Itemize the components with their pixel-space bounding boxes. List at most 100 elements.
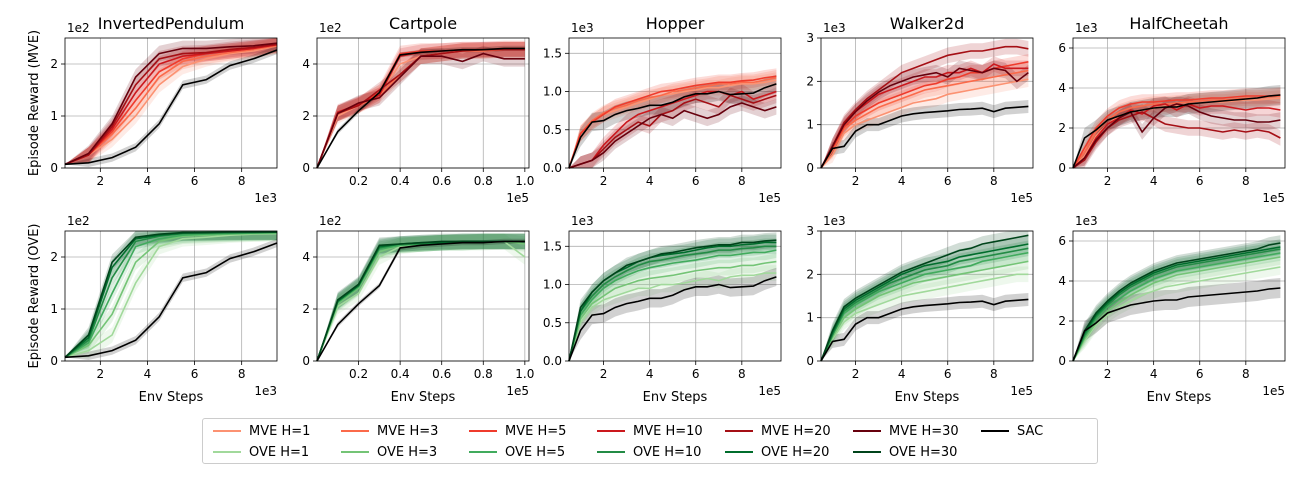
halfcheetah-ove-band-sac — [1073, 278, 1281, 361]
y-tick-label: 1.0 — [543, 85, 562, 99]
invertedpendulum-ove-band-h0 — [65, 231, 277, 359]
legend-label: OVE H=30 — [889, 444, 958, 460]
hopper-ove-band-h1 — [569, 253, 777, 361]
hopper-ove-band-h2 — [569, 242, 777, 361]
legend-item: MVE H=5 — [469, 422, 566, 440]
x-tick-label: 2 — [852, 174, 860, 188]
y-tick-label: 0 — [302, 354, 310, 368]
halfcheetah-mve-line-mve-h-10 — [1072, 103, 1281, 169]
invertedpendulum-ove-band-h4 — [65, 231, 277, 358]
legend-label: OVE H=20 — [761, 444, 830, 460]
hopper-mve-band-sac — [569, 74, 777, 168]
x-tick-label: 1.0 — [515, 174, 534, 188]
x-tick-label: 0.4 — [391, 174, 410, 188]
y-tick-label: 0.0 — [543, 161, 562, 175]
walker2d-mve-band-sac — [821, 99, 1029, 168]
legend-swatch — [597, 430, 625, 432]
legend-swatch — [853, 451, 881, 453]
legend-swatch — [853, 430, 881, 432]
invertedpendulum-ove-line-sac — [64, 242, 278, 359]
x-tick-label: 4 — [646, 174, 654, 188]
x-tick-label: 4 — [646, 367, 654, 381]
legend-item: MVE H=10 — [597, 422, 703, 440]
x-tick-label: 6 — [944, 367, 952, 381]
x-tick-label: 6 — [191, 174, 199, 188]
invertedpendulum-mve-line-mve-h-10 — [64, 43, 278, 166]
halfcheetah-ove-line-ove-h-10 — [1072, 248, 1281, 362]
x-tick-label: 8 — [238, 367, 246, 381]
x-tick-label: 0.8 — [474, 174, 493, 188]
x-tick-label: 2 — [600, 367, 608, 381]
invertedpendulum-ove-line-ove-h-30 — [64, 231, 277, 358]
panel-title-walker2d: Walker2d — [890, 14, 965, 33]
legend-swatch — [341, 451, 369, 453]
legend-swatch — [981, 430, 1009, 432]
x-tick-label: 2 — [97, 367, 105, 381]
y-tick-label: 1.0 — [543, 278, 562, 292]
legend-swatch — [213, 430, 241, 432]
legend-swatch — [725, 451, 753, 453]
walker2d-mve-line-mve-h-30 — [820, 67, 1029, 169]
halfcheetah-ove-line-ove-h-3 — [1072, 256, 1281, 362]
x-tick-label: 2 — [1104, 174, 1112, 188]
x-tick-label: 8 — [990, 367, 998, 381]
y-tick-label: 2 — [806, 74, 814, 88]
legend-label: OVE H=3 — [377, 444, 438, 460]
hopper-mve-band-h5 — [569, 95, 777, 168]
x-multiplier: 1e5 — [506, 384, 529, 398]
y-tick-label: 6 — [1058, 41, 1066, 55]
legend-label: OVE H=10 — [633, 444, 702, 460]
cartpole-ove-band-h5 — [317, 233, 525, 361]
hopper-ove-band-h0 — [569, 265, 777, 361]
hopper-ove-line-ove-h-10 — [568, 245, 777, 362]
hopper-mve-line-mve-h-30 — [568, 102, 777, 169]
legend-label: MVE H=1 — [249, 423, 311, 439]
x-multiplier: 1e3 — [254, 384, 277, 398]
x-tick-label: 4 — [144, 367, 152, 381]
legend-label: MVE H=10 — [633, 423, 703, 439]
legend-label: MVE H=30 — [889, 423, 959, 439]
halfcheetah-mve-line-sac — [1072, 94, 1281, 169]
invertedpendulum-mve-band-sac — [65, 45, 277, 167]
walker2d-ove-line-sac — [820, 298, 1029, 362]
y-tick-label: 2 — [1058, 121, 1066, 135]
y-tick-label: 2 — [302, 302, 310, 316]
hopper-mve-line-sac — [568, 83, 777, 169]
legend-item: OVE H=5 — [469, 443, 565, 461]
y-tick-label: 0 — [806, 161, 814, 175]
legend-item: OVE H=10 — [597, 443, 701, 461]
hopper-mve-line-mve-h-5 — [568, 75, 777, 169]
x-tick-label: 2 — [97, 174, 105, 188]
axes-frame — [1072, 37, 1286, 169]
y-tick-label: 1 — [806, 118, 814, 132]
legend-label: OVE H=5 — [505, 444, 566, 460]
hopper-ove-line-ove-h-3 — [568, 260, 777, 362]
walker2d-mve-line-mve-h-3 — [820, 69, 1029, 169]
halfcheetah-mve-band-h2 — [1073, 87, 1281, 168]
panel-title-invertedpendulum: InvertedPendulum — [98, 14, 245, 33]
x-tick-label: 8 — [990, 174, 998, 188]
halfcheetah-ove-line-ove-h-5 — [1072, 252, 1281, 362]
walker2d-ove-line-ove-h-1 — [820, 273, 1029, 362]
hopper-ove-line-ove-h-5 — [568, 249, 777, 362]
y-tick-label: 1 — [50, 302, 58, 316]
x-multiplier: 1e5 — [1262, 384, 1285, 398]
y-tick-label: 1 — [806, 311, 814, 325]
walker2d-ove-line-ove-h-20 — [820, 243, 1029, 362]
axes-frame — [64, 230, 278, 362]
x-tick-label: 4 — [898, 367, 906, 381]
x-tick-label: 6 — [191, 367, 199, 381]
axes-frame — [64, 37, 278, 169]
y-multiplier: 1e3 — [571, 21, 594, 35]
cartpole-mve-line-mve-h-30 — [316, 52, 525, 169]
y-axis-label-ove: Episode Reward (OVE) — [27, 224, 42, 369]
invertedpendulum-ove-band-sac — [65, 238, 277, 360]
axes-frame — [820, 230, 1034, 362]
x-tick-label: 2 — [852, 367, 860, 381]
walker2d-ove-band-sac — [821, 292, 1029, 361]
x-tick-label: 4 — [898, 174, 906, 188]
x-multiplier: 1e5 — [1010, 191, 1033, 205]
invertedpendulum-ove-band-h5 — [65, 231, 277, 358]
